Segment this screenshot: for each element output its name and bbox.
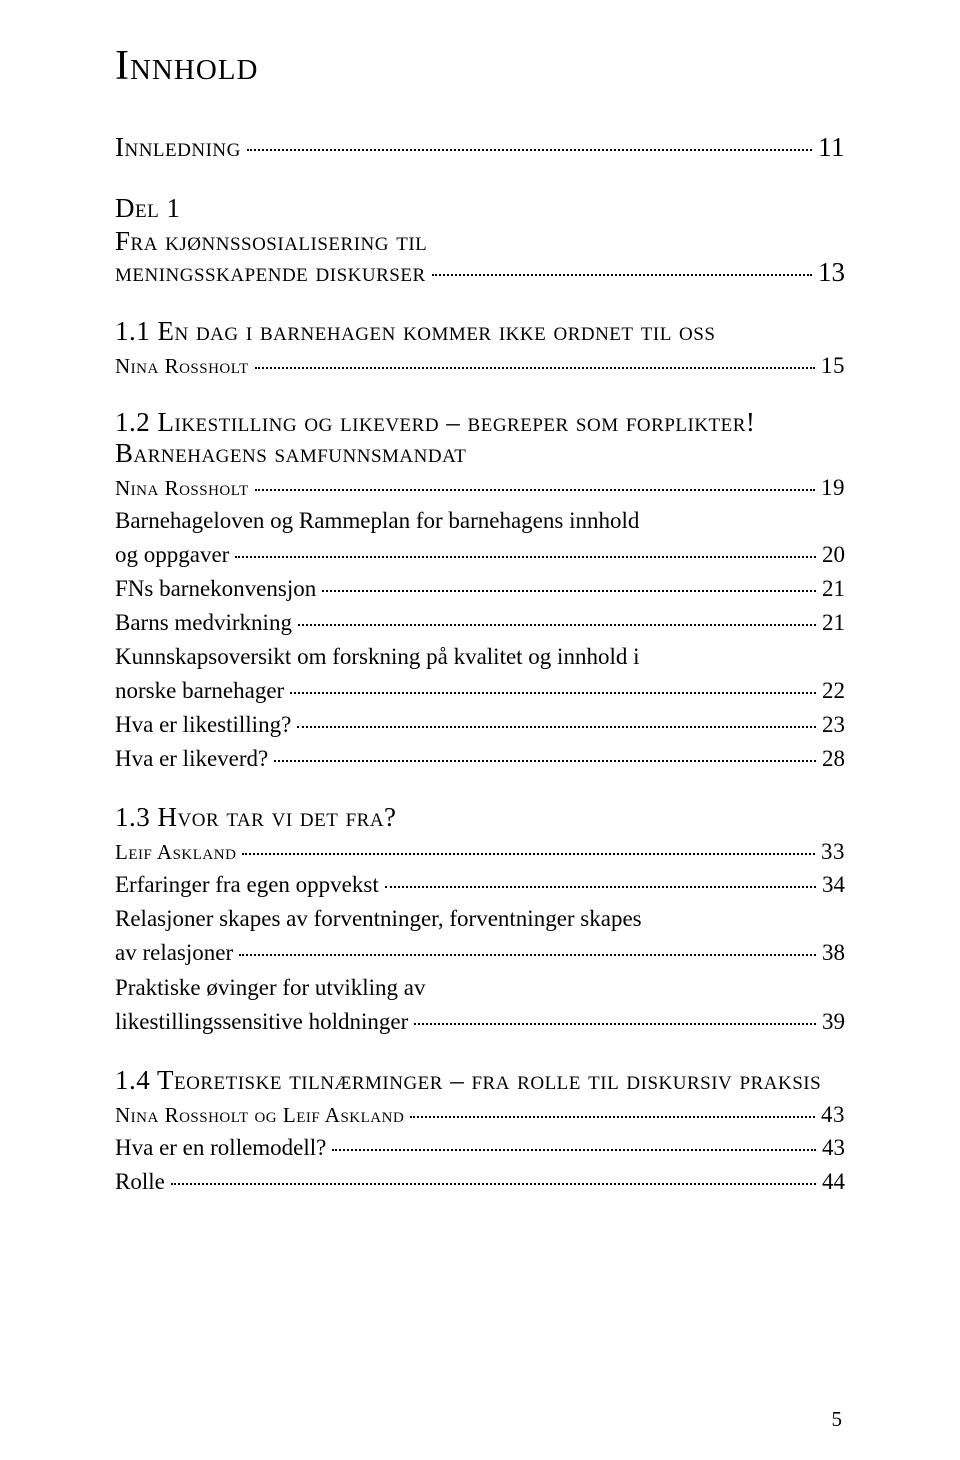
leader-dots	[290, 692, 816, 694]
toc-chapter-page: 43	[821, 1102, 845, 1128]
toc-entry: av relasjoner 38	[115, 937, 845, 968]
toc-chapter-title: 1.4 Teoretiske tilnærminger – fra rolle …	[115, 1065, 845, 1096]
toc-chapter-title: 1.3 Hvor tar vi det fra?	[115, 802, 845, 833]
leader-dots	[432, 274, 812, 276]
toc-entry-page: 28	[822, 743, 845, 774]
page-number: 5	[832, 1407, 843, 1432]
toc-entry-text: Hva er en rollemodell?	[115, 1132, 326, 1163]
leader-dots	[255, 367, 815, 369]
toc-chapter-1-1: 1.1 En dag i barnehagen kommer ikke ordn…	[115, 316, 845, 379]
toc-entry-text: Hva er likeverd?	[115, 743, 268, 774]
author-name: Nina Rossholt	[115, 354, 249, 379]
toc-entry: Erfaringer fra egen oppvekst 34	[115, 869, 845, 900]
toc-entry-page: 21	[822, 607, 845, 638]
toc-chapter-title: 1.2 Likestilling og likeverd – begreper …	[115, 407, 845, 438]
toc-entry-text: Hva er likestilling?	[115, 709, 291, 740]
leader-dots	[385, 886, 816, 888]
leader-dots	[171, 1183, 816, 1185]
leader-dots	[274, 760, 816, 762]
toc-innledning-label: Innledning	[115, 132, 241, 163]
toc-entry-page: 22	[822, 675, 845, 706]
toc-title: Innhold	[115, 42, 845, 90]
toc-part-label: Del 1	[115, 193, 845, 224]
toc-entry: Hva er en rollemodell? 43	[115, 1132, 845, 1163]
toc-chapter-subtitle: Barnehagens samfunnsmandat	[115, 438, 845, 469]
author-name: Nina Rossholt og Leif Askland	[115, 1103, 404, 1128]
toc-entry: Barns medvirkning 21	[115, 607, 845, 638]
leader-dots	[322, 590, 816, 592]
toc-entry: Hva er likeverd? 28	[115, 743, 845, 774]
toc-entry: Kunnskapsoversikt om forskning på kvalit…	[115, 641, 845, 672]
toc-entry-text: Rolle	[115, 1166, 165, 1197]
toc-entry-page: 38	[822, 937, 845, 968]
toc-entry: Praktiske øvinger for utvikling av	[115, 972, 845, 1003]
leader-dots	[410, 1116, 815, 1118]
toc-entry-text: likestillingssensitive holdninger	[115, 1006, 408, 1037]
toc-entry-page: 44	[822, 1166, 845, 1197]
toc-entry-page: 34	[822, 869, 845, 900]
author-name: Nina Rossholt	[115, 476, 249, 501]
toc-chapter-author: Nina Rossholt og Leif Askland 43	[115, 1102, 845, 1128]
toc-entry-page: 23	[822, 709, 845, 740]
toc-chapter-author: Nina Rossholt 19	[115, 475, 845, 501]
toc-part-title-line1: Fra kjønnssosialisering til	[115, 226, 845, 257]
toc-chapter-1-3: 1.3 Hvor tar vi det fra? Leif Askland 33…	[115, 802, 845, 1036]
leader-dots	[239, 954, 816, 956]
toc-entry-text: FNs barnekonvensjon	[115, 573, 316, 604]
toc-chapter-title: 1.1 En dag i barnehagen kommer ikke ordn…	[115, 316, 845, 347]
toc-entry-text: av relasjoner	[115, 937, 233, 968]
toc-part-page: 13	[818, 257, 845, 288]
toc-chapter-author: Nina Rossholt 15	[115, 353, 845, 379]
leader-dots	[255, 489, 815, 491]
toc-entry-page: 39	[822, 1006, 845, 1037]
toc-chapter-1-2: 1.2 Likestilling og likeverd – begreper …	[115, 407, 845, 774]
toc-entry: Rolle 44	[115, 1166, 845, 1197]
toc-entry-text: Barns medvirkning	[115, 607, 292, 638]
toc-chapter-1-4: 1.4 Teoretiske tilnærminger – fra rolle …	[115, 1065, 845, 1197]
toc-entry: FNs barnekonvensjon 21	[115, 573, 845, 604]
leader-dots	[332, 1149, 816, 1151]
toc-entry-text: norske barnehager	[115, 675, 284, 706]
toc-entry-text: og oppgaver	[115, 539, 229, 570]
leader-dots	[414, 1023, 816, 1025]
toc-innledning-page: 11	[818, 132, 845, 163]
leader-dots	[297, 726, 816, 728]
leader-dots	[242, 853, 815, 855]
toc-entry-text: Erfaringer fra egen oppvekst	[115, 869, 379, 900]
toc-entry: likestillingssensitive holdninger 39	[115, 1006, 845, 1037]
leader-dots	[235, 556, 816, 558]
leader-dots	[298, 624, 816, 626]
toc-entry: og oppgaver 20	[115, 539, 845, 570]
toc-entry: Barnehageloven og Rammeplan for barnehag…	[115, 505, 845, 536]
toc-chapter-page: 15	[821, 353, 845, 379]
leader-dots	[247, 149, 812, 151]
toc-chapter-author: Leif Askland 33	[115, 839, 845, 865]
toc-entry-page: 43	[822, 1132, 845, 1163]
toc-entry-page: 21	[822, 573, 845, 604]
toc-entry: norske barnehager 22	[115, 675, 845, 706]
toc-chapter-page: 33	[821, 839, 845, 865]
toc-entry-page: 20	[822, 539, 845, 570]
toc-part-title2: meningsskapende diskurser	[115, 257, 426, 288]
toc-chapter-page: 19	[821, 475, 845, 501]
toc-part-title-line2: meningsskapende diskurser 13	[115, 257, 845, 288]
author-name: Leif Askland	[115, 840, 236, 865]
toc-entry: Relasjoner skapes av forventninger, forv…	[115, 903, 845, 934]
toc-entry: Hva er likestilling? 23	[115, 709, 845, 740]
toc-innledning: Innledning 11	[115, 132, 845, 163]
